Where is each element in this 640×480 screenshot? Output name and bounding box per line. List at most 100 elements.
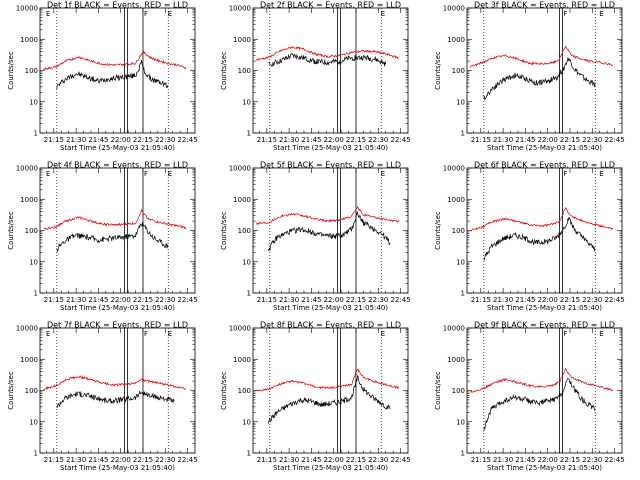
panel-title: Det 8f BLACK = Events, RED = LLD [260, 321, 401, 330]
x-tick-label: 21:45 [515, 456, 535, 464]
y-tick-label: 10 [456, 258, 465, 266]
y-axis-label: Counts/sec [434, 211, 442, 250]
x-tick-label: 22:45 [177, 296, 197, 304]
y-tick-label: 100 [25, 67, 38, 75]
plot-frame [39, 167, 196, 294]
x-tick-label: 22:15 [133, 136, 153, 144]
y-tick-label: 100 [238, 227, 251, 235]
panel-title: Det 1f BLACK = Events, RED = LLD [47, 1, 188, 10]
x-axis-label: Start Time (25-May-03 21:05:40) [273, 304, 388, 312]
x-tick-label: 21:15 [471, 296, 491, 304]
panel-title: Det 6f BLACK = Events, RED = LLD [474, 161, 615, 170]
y-tick-label: 1000 [20, 196, 38, 204]
lld-series-line [43, 375, 187, 391]
x-tick-label: 22:45 [604, 136, 624, 144]
x-tick-label: 22:00 [538, 296, 558, 304]
y-tick-label: 1 [461, 450, 465, 458]
x-tick-label: 22:15 [346, 136, 366, 144]
x-tick-label: 21:45 [301, 456, 321, 464]
x-tick-label: 22:00 [324, 136, 344, 144]
x-tick-label: 21:45 [301, 296, 321, 304]
y-tick-label: 10000 [229, 5, 251, 13]
x-axis-label: Start Time (25-May-03 21:05:40) [487, 144, 602, 152]
x-tick-label: 22:00 [111, 136, 131, 144]
y-tick-label: 10000 [229, 165, 251, 173]
x-tick-label: 21:45 [88, 296, 108, 304]
x-tick-label: 22:00 [324, 296, 344, 304]
y-axis-label: Counts/sec [220, 211, 228, 250]
y-axis-label: Counts/sec [220, 371, 228, 410]
panel-title: Det 5f BLACK = Events, RED = LLD [260, 161, 401, 170]
y-tick-label: 1 [247, 450, 251, 458]
x-tick-label: 22:00 [538, 136, 558, 144]
events-series-line [267, 374, 391, 424]
y-tick-label: 1 [247, 130, 251, 138]
x-axis-label: Start Time (25-May-03 21:05:40) [273, 464, 388, 472]
x-tick-label: 21:30 [279, 136, 299, 144]
y-tick-label: 1000 [20, 356, 38, 364]
y-tick-label: 100 [25, 387, 38, 395]
flag-label: F [564, 10, 568, 18]
x-tick-label: 21:15 [471, 456, 491, 464]
x-tick-label: 22:30 [155, 296, 175, 304]
panel-title: Det 7f BLACK = Events, RED = LLD [47, 321, 188, 330]
lld-series-line [470, 45, 614, 69]
y-tick-label: 100 [452, 67, 465, 75]
events-series-line [56, 390, 175, 409]
plot-frame [39, 7, 196, 134]
x-tick-label: 22:30 [582, 136, 602, 144]
x-tick-label: 22:45 [177, 136, 197, 144]
x-tick-label: 21:30 [66, 456, 86, 464]
y-tick-label: 1 [461, 290, 465, 298]
y-tick-label: 10 [242, 258, 251, 266]
y-tick-label: 10 [456, 418, 465, 426]
x-tick-label: 22:15 [560, 456, 580, 464]
flag-label: F [144, 10, 148, 18]
flag-label: F [564, 330, 568, 338]
x-tick-label: 22:00 [324, 456, 344, 464]
events-series-line [56, 59, 169, 90]
y-tick-label: 1 [34, 290, 38, 298]
x-tick-label: 22:30 [155, 456, 175, 464]
x-tick-label: 21:15 [257, 136, 277, 144]
y-tick-label: 10000 [16, 325, 38, 333]
panel-title: Det 3f BLACK = Events, RED = LLD [474, 1, 615, 10]
x-tick-label: 22:45 [177, 456, 197, 464]
lld-series-line [43, 50, 187, 70]
y-tick-label: 1000 [233, 356, 251, 364]
y-tick-label: 10000 [443, 325, 465, 333]
flag-label: E [381, 330, 385, 338]
y-tick-label: 100 [238, 67, 251, 75]
y-axis-label: Counts/sec [434, 371, 442, 410]
y-tick-label: 10 [29, 418, 38, 426]
y-tick-label: 10000 [16, 165, 38, 173]
y-tick-label: 1 [461, 130, 465, 138]
plot-frame [466, 327, 623, 454]
y-tick-label: 1000 [233, 196, 251, 204]
x-tick-label: 21:45 [515, 296, 535, 304]
flag-label: E [381, 10, 385, 18]
x-axis-label: Start Time (25-May-03 21:05:40) [60, 464, 175, 472]
x-tick-label: 21:45 [301, 136, 321, 144]
y-axis-label: Counts/sec [434, 51, 442, 90]
y-axis-label: Counts/sec [7, 211, 15, 250]
y-tick-label: 10000 [443, 5, 465, 13]
plot-frame [252, 7, 409, 134]
x-tick-label: 22:30 [582, 296, 602, 304]
flag-label: E [46, 170, 50, 178]
x-tick-label: 22:45 [604, 296, 624, 304]
x-tick-label: 22:15 [133, 456, 153, 464]
y-tick-label: 1000 [447, 36, 465, 44]
plot-frame [39, 327, 196, 454]
flag-label: E [599, 10, 603, 18]
x-tick-label: 22:15 [133, 296, 153, 304]
y-tick-label: 100 [25, 227, 38, 235]
x-tick-label: 21:30 [493, 296, 513, 304]
